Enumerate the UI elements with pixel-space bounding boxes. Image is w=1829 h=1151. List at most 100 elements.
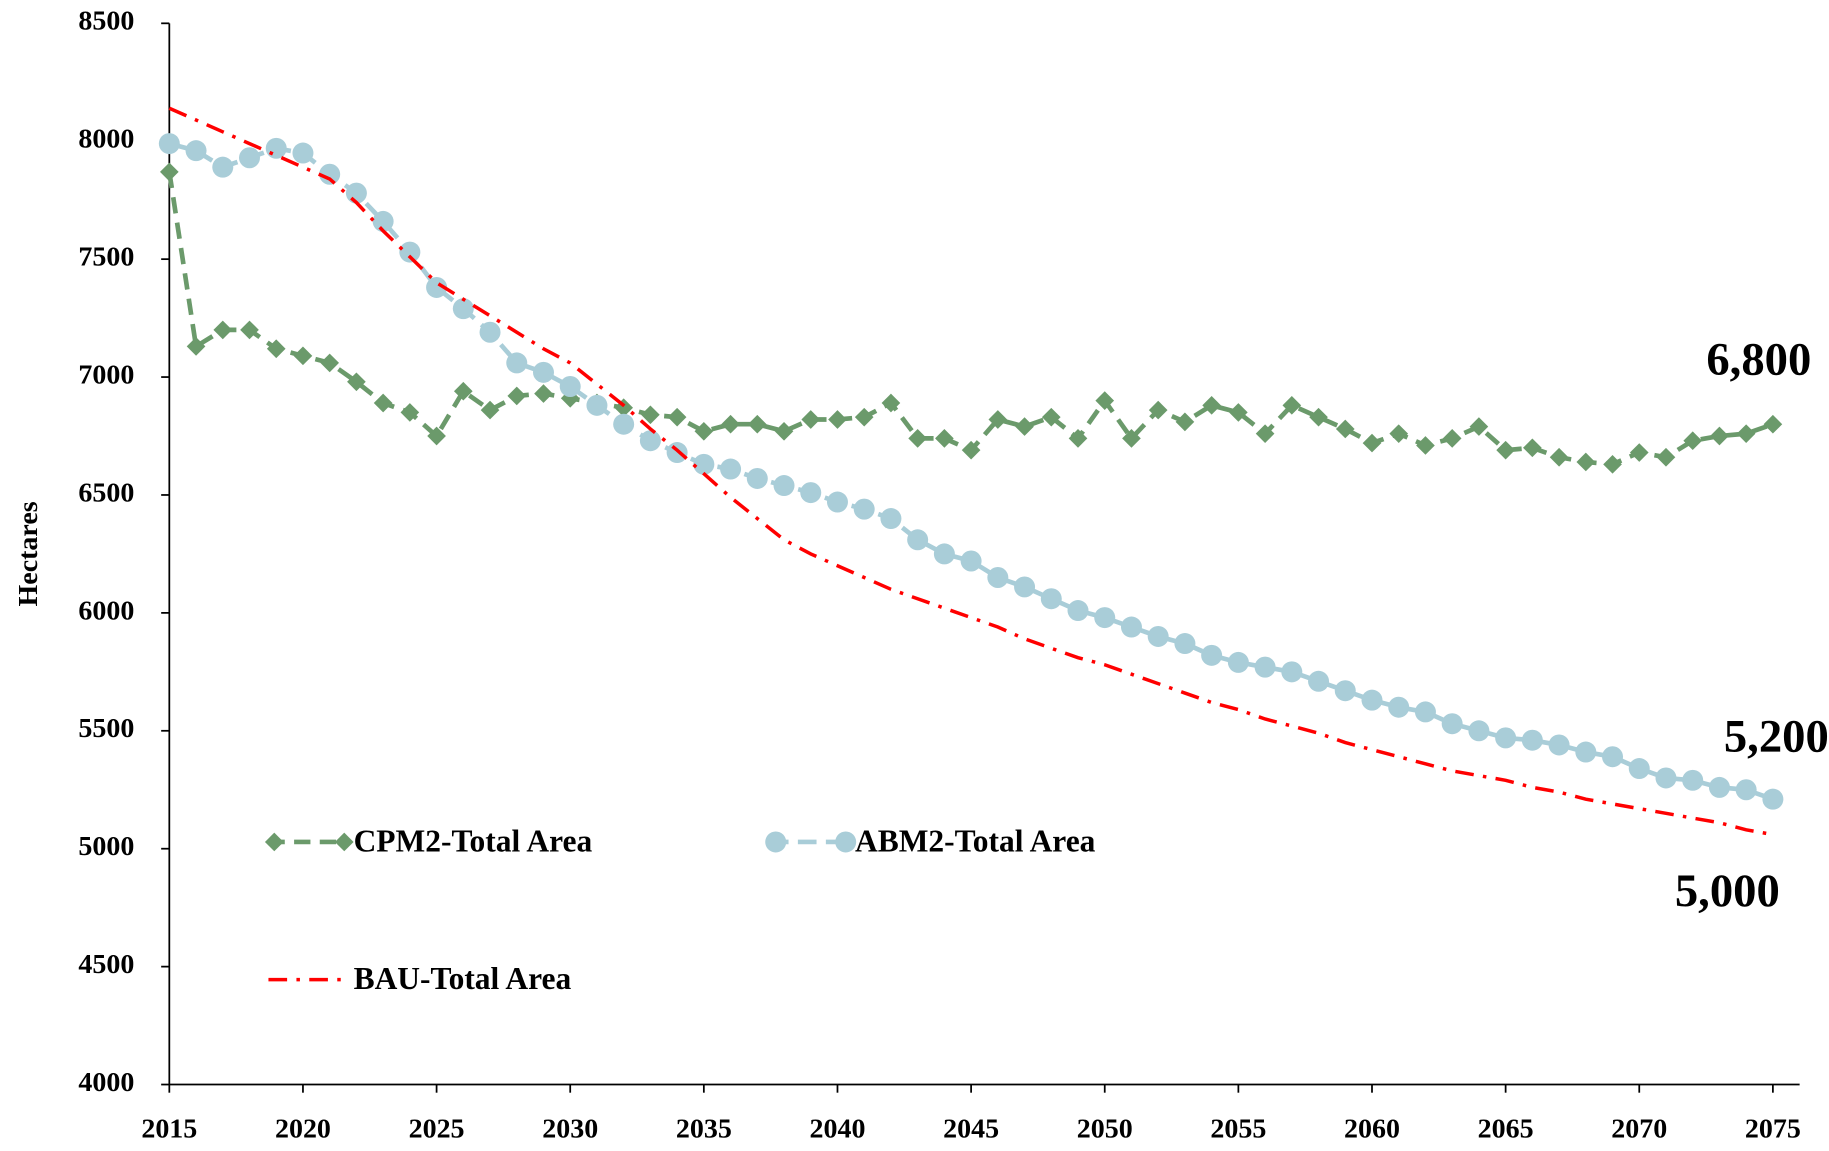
point	[765, 831, 787, 853]
point	[1282, 396, 1302, 415]
point	[347, 372, 366, 392]
point	[746, 467, 768, 489]
point	[1175, 412, 1195, 432]
point	[1708, 776, 1730, 798]
x-tick-label: 2065	[1478, 1114, 1534, 1145]
annotation: 5,200	[1724, 711, 1829, 763]
point	[1362, 433, 1382, 453]
point	[292, 142, 314, 164]
point	[613, 413, 635, 435]
point	[935, 429, 954, 448]
point	[452, 298, 474, 320]
point	[854, 407, 874, 427]
point	[1148, 400, 1168, 420]
y-tick-label: 5000	[78, 831, 134, 862]
annotation: 6,800	[1706, 333, 1811, 385]
point	[264, 832, 284, 852]
point	[666, 442, 688, 464]
point	[1629, 443, 1649, 462]
point	[1441, 713, 1463, 735]
point	[1762, 788, 1784, 810]
x-tick-label: 2045	[943, 1114, 999, 1145]
y-tick-label: 7000	[78, 359, 134, 390]
point	[933, 543, 955, 565]
point	[1735, 779, 1757, 801]
point	[988, 410, 1008, 429]
y-tick-label: 8000	[78, 124, 134, 155]
x-tick-label: 2070	[1611, 1114, 1667, 1145]
point	[1094, 607, 1116, 629]
x-tick-label: 2050	[1077, 1114, 1133, 1145]
point	[1763, 414, 1783, 434]
point	[1361, 689, 1383, 711]
point	[773, 475, 795, 497]
point	[801, 410, 821, 429]
point	[158, 133, 180, 155]
annotation: 5,000	[1675, 865, 1780, 917]
point	[559, 375, 581, 397]
point	[319, 163, 341, 185]
point	[667, 407, 687, 427]
point	[826, 491, 848, 513]
point	[880, 508, 902, 530]
point	[1281, 661, 1303, 683]
point	[1469, 417, 1489, 436]
point	[1549, 447, 1569, 467]
point	[1174, 633, 1196, 655]
point	[239, 147, 260, 169]
point	[1388, 696, 1410, 718]
y-tick-label: 8500	[78, 6, 134, 37]
point	[159, 162, 179, 182]
point	[774, 421, 794, 441]
point	[1335, 419, 1355, 439]
point	[1202, 396, 1221, 415]
x-tick-label: 2055	[1210, 1114, 1266, 1145]
point	[1309, 407, 1328, 427]
point	[1255, 424, 1275, 443]
point	[185, 140, 207, 162]
point	[1068, 429, 1088, 448]
point	[1628, 758, 1650, 780]
point	[1656, 447, 1676, 467]
point	[1389, 424, 1409, 443]
legend-label: BAU-Total Area	[354, 961, 572, 996]
point	[427, 426, 446, 446]
point	[1416, 436, 1435, 455]
point	[373, 393, 393, 413]
point	[480, 400, 500, 420]
point	[1147, 625, 1169, 647]
point	[479, 321, 501, 343]
y-tick-label: 5500	[78, 713, 134, 744]
y-tick-label: 6500	[78, 477, 134, 508]
point	[747, 414, 767, 434]
point	[961, 440, 981, 460]
y-tick-label: 4000	[78, 1067, 134, 1098]
point	[507, 386, 527, 406]
point	[1201, 644, 1223, 666]
point	[1710, 426, 1729, 446]
point	[372, 210, 394, 232]
point	[1334, 680, 1356, 702]
point	[586, 394, 608, 416]
point	[1602, 746, 1624, 768]
x-tick-label: 2075	[1745, 1114, 1801, 1145]
legend-label: ABM2-Total Area	[855, 824, 1096, 859]
point	[1468, 720, 1490, 742]
point	[1308, 670, 1330, 692]
x-tick-label: 2015	[141, 1114, 197, 1145]
point	[960, 550, 982, 572]
point	[881, 393, 901, 413]
point	[1414, 701, 1436, 723]
point	[908, 429, 927, 448]
point	[1576, 452, 1596, 472]
point	[1683, 431, 1703, 451]
point	[213, 320, 233, 340]
x-tick-label: 2060	[1344, 1114, 1400, 1145]
point	[1523, 438, 1542, 458]
point	[1442, 429, 1462, 448]
point	[1655, 767, 1677, 789]
point	[853, 498, 875, 520]
point	[1603, 454, 1622, 474]
point	[400, 403, 420, 422]
